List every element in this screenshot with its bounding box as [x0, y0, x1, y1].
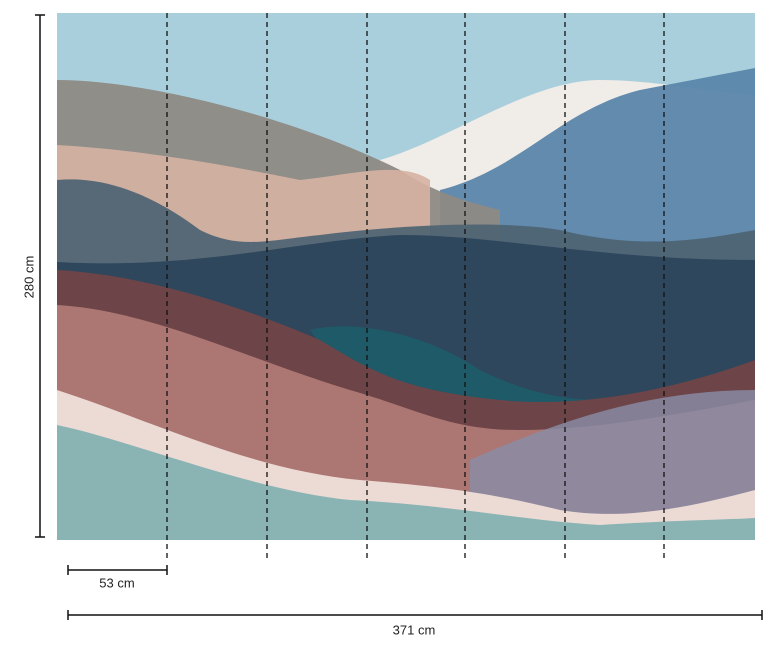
panel-seams: [166, 13, 665, 560]
height-label: 280 cm: [21, 256, 36, 299]
height-dimension: 280 cm: [21, 14, 45, 538]
total-width-dimension: 371 cm: [67, 610, 763, 637]
panel-width-dimension: 53 cm: [67, 565, 168, 590]
panel-width-label: 53 cm: [99, 575, 134, 590]
wallpaper-artwork: [57, 13, 755, 540]
total-width-label: 371 cm: [393, 622, 436, 637]
